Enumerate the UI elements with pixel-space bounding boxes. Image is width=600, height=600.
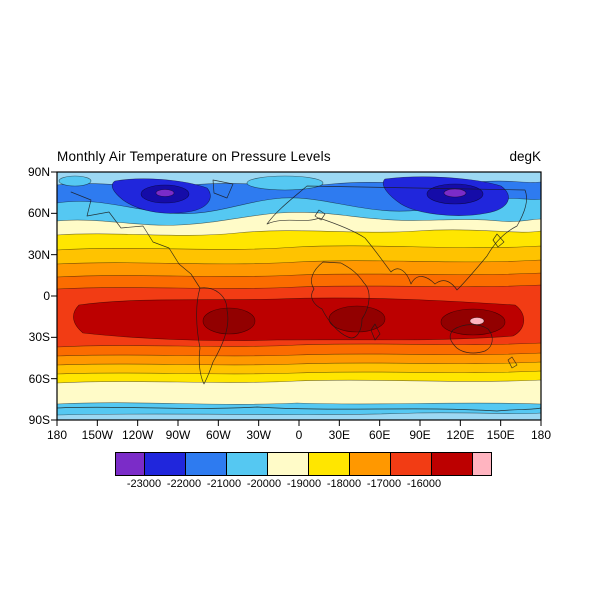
lat-tick-label: 0 — [43, 289, 50, 303]
lon-tick-label: 90E — [409, 428, 431, 442]
coast-britain — [314, 209, 326, 221]
lat-tick-label: 30N — [27, 247, 50, 262]
colorbar-labels: -23000 -22000 -21000 -20000 -19000 -18000 -170… — [116, 478, 482, 492]
colorbar-box — [391, 453, 432, 475]
coast-south-america — [196, 287, 229, 385]
coastlines — [56, 179, 542, 412]
lon-tick-label: 60W — [205, 428, 231, 442]
coast-eurasia — [266, 185, 527, 291]
dark-red-band — [73, 297, 525, 341]
lon-tick-label: 180 — [530, 428, 552, 442]
colorbar-box — [309, 453, 350, 475]
coast-africa — [311, 261, 370, 339]
lon-tick-label: 150E — [486, 428, 515, 442]
lat-tick-label: 90N — [27, 165, 50, 179]
contour-map — [51, 171, 542, 426]
lat-tick-label: 60N — [27, 206, 50, 221]
hot-core-south-america — [202, 307, 256, 335]
coast-australia — [449, 324, 493, 354]
lon-tick-label: 30E — [328, 428, 351, 442]
longitude-axis: 180 150W 120W 90W 60W 30W 0 30E 60E 90E 120E 150E 18… — [47, 428, 551, 444]
map-frame — [56, 171, 542, 421]
coast-north-america — [70, 191, 201, 289]
hot-core-africa — [328, 305, 386, 333]
colorbar-box — [350, 453, 391, 475]
colorbar-box — [116, 453, 145, 475]
colorbar-label: -16000 — [406, 478, 442, 490]
lon-tick-label: 150W — [81, 428, 114, 442]
colorbar-box — [268, 453, 309, 475]
colorbar-label: -21000 — [206, 478, 242, 490]
colorbar — [115, 452, 492, 476]
coast-madagascar — [370, 323, 381, 341]
hot-core-pink-spot — [469, 317, 485, 325]
colorbar-label: -23000 — [126, 478, 162, 490]
colorbar-label: -19000 — [286, 478, 322, 490]
colorbar-box — [186, 453, 227, 475]
colorbar-label: -20000 — [246, 478, 282, 490]
coast-japan — [492, 233, 505, 248]
colorbar-box — [227, 453, 268, 475]
coast-new-zealand — [507, 356, 518, 369]
lon-tick-label: 180 — [46, 428, 68, 442]
contour-bands — [56, 172, 542, 421]
lon-tick-label: 60E — [368, 428, 391, 442]
band-polar-south — [56, 412, 542, 421]
cyan-patch-pacific — [58, 175, 92, 187]
lon-tick-label: 120E — [446, 428, 475, 442]
coldest-purple-siberia — [443, 188, 467, 198]
lat-tick-label: 60S — [28, 371, 50, 386]
cyan-patch-atlantic — [246, 175, 324, 191]
lon-tick-label: 120W — [121, 428, 154, 442]
colorbar-box — [473, 453, 491, 475]
lat-tick-label: 90S — [28, 413, 50, 427]
lon-tick-label: 0 — [295, 428, 303, 442]
plot-title: Monthly Air Temperature on Pressure Leve… — [57, 149, 331, 164]
colorbar-label: -18000 — [326, 478, 362, 490]
colorbar-box — [432, 453, 473, 475]
coast-greenland — [212, 179, 234, 199]
coldest-purple-canada — [155, 189, 175, 197]
units-label: degK — [509, 149, 541, 164]
lon-tick-label: 30W — [246, 428, 271, 442]
coast-antarctica — [56, 406, 542, 412]
axis-ticks — [51, 171, 542, 426]
lon-tick-label: 90W — [165, 428, 191, 442]
latitude-axis: 90N 60N 30N 0 30S 60S 90S — [8, 165, 50, 427]
colorbar-label: -22000 — [166, 478, 202, 490]
colorbar-label: -17000 — [366, 478, 402, 490]
colorbar-box — [145, 453, 186, 475]
lat-tick-label: 30S — [28, 330, 50, 345]
